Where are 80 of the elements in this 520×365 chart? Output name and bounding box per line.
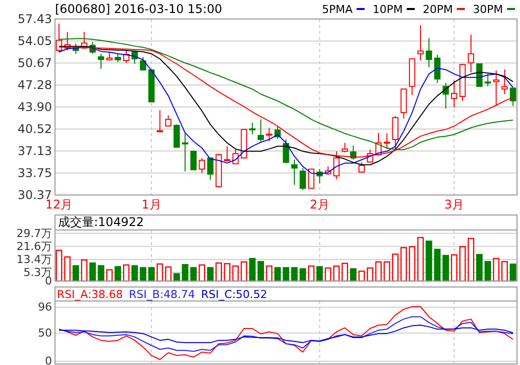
chart-title: [600680] 2016-03-10 15:00 [55, 2, 222, 16]
candlestick [501, 69, 508, 95]
chart-title: 成交量:104922 [58, 215, 144, 229]
bar [182, 264, 188, 282]
bar [56, 250, 62, 282]
bar [392, 254, 399, 282]
bar [123, 264, 130, 282]
bar [198, 264, 206, 282]
bar [89, 262, 96, 282]
bar [207, 267, 214, 282]
y-tick-label: 37.13 [18, 144, 52, 158]
y-tick-label: 54.05 [18, 34, 52, 48]
y-tick-label: 50 [38, 326, 52, 340]
bar [476, 254, 483, 282]
candlestick [468, 34, 474, 73]
bar [215, 262, 222, 282]
text: RSI_B:48.74 [128, 288, 196, 301]
bar [131, 265, 138, 282]
x-tick-label: 1月 [142, 198, 162, 212]
legend-label: 5PMA [322, 3, 354, 16]
x-tick-label: 3月 [444, 198, 464, 212]
bar [64, 256, 71, 282]
y-tick-label: 57.43 [18, 12, 52, 26]
x-tick-label: 12月 [45, 198, 73, 212]
bar [249, 258, 256, 282]
legend-label: 30PM [472, 3, 503, 16]
bar [426, 240, 432, 282]
bar [384, 261, 390, 282]
bar [173, 273, 180, 282]
y-tick-label: 40.52 [18, 122, 52, 136]
line-series [58, 324, 514, 344]
bar [98, 265, 104, 282]
text: RSI_A:38.68 [57, 288, 123, 301]
bar [224, 263, 230, 282]
bar [266, 265, 272, 282]
bar [358, 270, 365, 282]
bar [342, 262, 348, 282]
candlestick [291, 159, 298, 186]
y-tick-label: 29.7万 [16, 226, 52, 240]
bar [510, 264, 516, 282]
bar [350, 268, 357, 282]
bar [450, 254, 458, 282]
bar [106, 269, 113, 282]
legend-label: 20PM [422, 3, 453, 16]
y-tick-label: 0 [45, 354, 52, 365]
bar [190, 267, 197, 282]
y-tick-label: 96 [38, 300, 52, 314]
bar [156, 263, 164, 282]
bar [316, 266, 323, 282]
bar [417, 236, 424, 282]
bar [400, 247, 407, 282]
bar [258, 260, 264, 282]
candlestick [451, 80, 458, 108]
bar [408, 246, 416, 282]
candlestick [182, 132, 188, 172]
bar [492, 258, 500, 282]
y-tick-label: 50.67 [18, 56, 52, 70]
candlestick [493, 70, 500, 106]
y-tick-label: 21.6万 [16, 240, 52, 253]
legend-label: 10PM [372, 3, 403, 16]
y-tick-label: 0 [45, 274, 52, 288]
bar [80, 259, 88, 282]
bar [501, 260, 508, 282]
bar [308, 265, 314, 282]
candlestick [426, 37, 432, 68]
bar [484, 260, 492, 282]
bar [434, 248, 441, 282]
bar [442, 254, 449, 282]
y-tick-label: 47.28 [18, 78, 52, 92]
bar [114, 266, 122, 282]
text: RSI_C:50.52 [201, 288, 268, 301]
line-series [58, 306, 514, 360]
line-series [58, 316, 514, 352]
bar [300, 268, 306, 282]
y-tick-label: 13.4万 [16, 253, 52, 266]
bar [165, 266, 172, 282]
y-tick-label: 33.75 [18, 166, 52, 180]
x-tick-label: 2月 [310, 198, 330, 212]
bar [72, 265, 80, 282]
y-tick-label: 43.90 [18, 100, 52, 114]
